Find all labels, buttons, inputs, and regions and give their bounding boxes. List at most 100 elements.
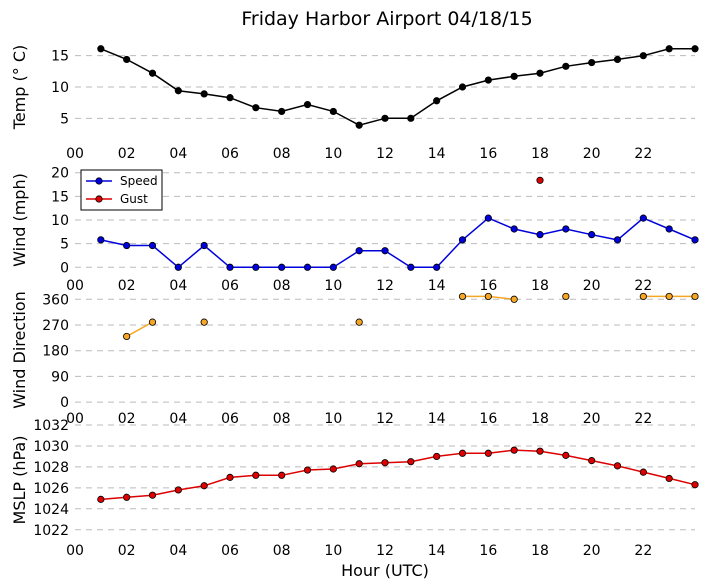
speed-point: [613, 236, 622, 244]
direction-segment: [126, 321, 153, 338]
mslp-point: [97, 495, 105, 503]
gust-point: [536, 176, 544, 184]
x-tick-label: 14: [428, 411, 446, 427]
y-tick-label: 1032: [33, 418, 69, 434]
x-tick-label: 06: [221, 543, 239, 559]
y-tick-label: 5: [60, 111, 69, 127]
x-tick-label: 16: [479, 411, 497, 427]
temp-point: [174, 87, 182, 95]
temp-point: [484, 76, 492, 84]
speed-point: [200, 241, 208, 250]
y-tick-label: 1024: [33, 502, 69, 518]
temp-point: [148, 69, 157, 77]
x-tick-label: 18: [531, 278, 549, 294]
x-tick-label: 08: [273, 543, 291, 559]
mslp-point: [148, 491, 157, 499]
x-tick-label: 20: [583, 146, 601, 162]
temp-point: [381, 114, 389, 122]
mslp-point: [226, 473, 234, 481]
temp-point: [639, 52, 647, 60]
x-tick-label: 18: [531, 543, 549, 559]
y-tick-label: 90: [51, 369, 69, 385]
direction-segment: [488, 295, 515, 301]
mslp-series-line: [100, 449, 696, 501]
y-tick-label: 1022: [33, 523, 69, 539]
y-tick-label: 360: [42, 292, 69, 308]
x-tick-label: 14: [428, 146, 446, 162]
x-tick-label: 18: [531, 411, 549, 427]
speed-point: [174, 263, 182, 271]
temp-point: [536, 69, 544, 77]
y-tick-label: 15: [51, 49, 69, 65]
speed-point: [97, 236, 105, 244]
direction-point: [458, 292, 467, 301]
x-tick-label: 00: [66, 278, 84, 294]
x-tick-label: 04: [169, 146, 187, 162]
temp-point: [303, 100, 312, 109]
mslp-point: [613, 462, 622, 470]
temp-point: [691, 45, 699, 53]
legend-label: Speed: [120, 174, 158, 188]
x-tick-label: 04: [169, 411, 187, 427]
y-axis-label: MSLP (hPa): [10, 436, 29, 525]
direction-point: [123, 332, 131, 341]
mslp-point: [665, 474, 673, 483]
x-tick-label: 08: [273, 278, 291, 294]
x-tick-label: 12: [376, 543, 394, 559]
temp-point: [226, 94, 234, 102]
x-axis-label: Hour (UTC): [341, 561, 429, 580]
y-tick-label: 0: [60, 260, 69, 276]
speed-point: [458, 236, 467, 244]
temp-point: [613, 55, 622, 64]
mslp-point: [536, 447, 544, 455]
direction-panel: 0 90 180 270 360 Wind Direction 00 02 04 06 08 10 12…: [10, 291, 699, 427]
speed-point: [665, 225, 673, 233]
direction-point: [562, 292, 570, 301]
direction-point: [639, 292, 647, 301]
y-tick-label: 180: [42, 344, 69, 360]
speed-point: [407, 263, 415, 271]
x-tick-label: 22: [634, 411, 652, 427]
direction-point: [691, 292, 699, 301]
mslp-point: [691, 481, 699, 489]
speed-point: [562, 225, 570, 233]
speed-point: [536, 231, 544, 239]
mslp-point: [174, 486, 182, 494]
speed-point: [329, 263, 337, 271]
x-tick-label: 16: [479, 278, 497, 294]
temp-point: [278, 107, 286, 116]
temp-point: [433, 97, 441, 105]
speed-point: [355, 247, 363, 255]
temp-panel: 5 10 15 Temp (° C) 00 02 04 06 08 10 12 14 16 18 20 22: [10, 45, 699, 162]
temp-point: [200, 90, 208, 98]
direction-point: [665, 292, 673, 301]
x-tick-label: 00: [66, 146, 84, 162]
mslp-point: [381, 459, 389, 467]
temp-point: [123, 55, 131, 64]
mslp-point: [200, 482, 208, 490]
y-tick-label: 5: [60, 237, 69, 253]
temp-point: [407, 114, 415, 122]
speed-point: [691, 236, 699, 244]
temp-series-line: [100, 48, 695, 127]
x-tick-label: 12: [376, 278, 394, 294]
x-tick-label: 02: [118, 411, 136, 427]
speed-point: [484, 214, 492, 222]
x-tick-label: 12: [376, 146, 394, 162]
direction-point: [148, 318, 157, 326]
temp-point: [510, 72, 518, 80]
x-tick-label: 14: [428, 543, 446, 559]
mslp-point: [484, 449, 492, 457]
mslp-point: [562, 451, 570, 459]
speed-point: [148, 241, 157, 250]
legend-box: [80, 169, 163, 211]
mslp-point: [458, 449, 467, 457]
x-tick-label: 08: [273, 411, 291, 427]
mslp-point: [510, 446, 518, 454]
x-tick-label: 00: [66, 543, 84, 559]
x-tick-label: 02: [118, 278, 136, 294]
y-tick-label: 20: [51, 166, 69, 182]
y-tick-label: 15: [51, 189, 69, 205]
x-tick-label: 16: [479, 543, 497, 559]
